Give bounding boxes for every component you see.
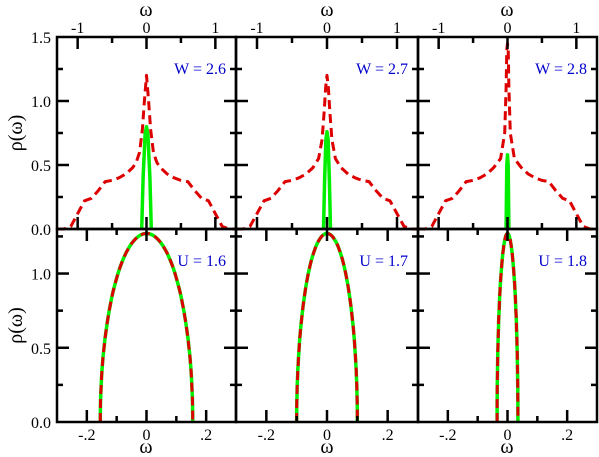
y-tick-label: 0.5 (31, 158, 51, 175)
panel-top-2: -1 0 1 W = 2.7 (234, 20, 420, 231)
panel-label: U = 1.6 (177, 253, 226, 270)
x-tick-label: -.2 (258, 427, 275, 444)
x-tick-label: -1 (250, 20, 263, 37)
panel-label: U = 1.7 (359, 253, 408, 270)
top-xlabel-1: ω (139, 0, 152, 21)
x-tick-label: .2 (200, 427, 212, 444)
series-solid-line (504, 153, 511, 230)
panel-label: W = 2.7 (356, 61, 408, 78)
x-tick-label: -.2 (78, 427, 95, 444)
panel-frame (416, 227, 599, 424)
panel-bottom-1: -.2 0 .2 0.0 0.5 1.0 ρ(ω) U = 1.6 (5, 227, 238, 444)
bottom-xlabel-1: ω (139, 436, 152, 457)
panel-label: W = 2.8 (535, 61, 587, 78)
series-solid-line (495, 231, 520, 422)
top-xlabel-3: ω (500, 0, 513, 21)
x-tick-label: -1 (432, 20, 445, 37)
panel-bottom-3: -.2 0 .2 U = 1.8 (416, 227, 599, 444)
x-tick-label: 0 (504, 427, 512, 444)
x-tick-label: 1 (572, 20, 580, 37)
series-dashed-line (57, 73, 236, 231)
x-tick-label: 0 (143, 20, 151, 37)
x-tick-label: -1 (71, 20, 84, 37)
y-tick-label: 1.5 (31, 30, 51, 47)
panel-label: U = 1.8 (538, 253, 587, 270)
bottom-xlabel-3: ω (500, 436, 513, 457)
y-tick-label: 0.0 (31, 222, 51, 239)
y-axis-label: ρ(ω) (5, 307, 27, 343)
series-dashed-line (236, 73, 418, 231)
x-tick-label: 0 (504, 20, 512, 37)
series-solid-line (139, 124, 154, 230)
series-solid-line (321, 129, 333, 230)
panel-top-1: -1 0 1 0.0 0.5 1.0 1.5 ρ(ω) W = 2.6 (5, 20, 238, 239)
panel-bottom-2: -.2 0 .2 U = 1.7 (234, 227, 420, 444)
x-tick-label: 0 (323, 20, 331, 37)
y-tick-label: 0.0 (31, 415, 51, 432)
y-tick-label: 1.0 (31, 267, 51, 284)
x-tick-label: 1 (211, 20, 219, 37)
series-dashed-line (295, 232, 359, 422)
x-tick-label: .2 (561, 427, 573, 444)
x-tick-label: 1 (393, 20, 401, 37)
y-tick-label: 0.5 (31, 341, 51, 358)
y-axis-label: ρ(ω) (5, 115, 27, 151)
x-tick-label: -.2 (439, 427, 456, 444)
y-tick-label: 1.0 (31, 94, 51, 111)
x-tick-label: 0 (143, 427, 151, 444)
panel-top-3: -1 0 1 W = 2.8 (416, 20, 599, 231)
x-tick-label: 0 (323, 427, 331, 444)
panels: -1 0 10.00.51.01.5ρ(ω)W = 2.6-1 0 1W = 2.7-1… (5, 20, 599, 444)
top-xlabel-2: ω (320, 0, 333, 21)
series-solid-line (294, 231, 360, 422)
x-tick-label: .2 (382, 427, 394, 444)
bottom-xlabel-2: ω (320, 436, 333, 457)
panel-label: W = 2.6 (174, 61, 226, 78)
